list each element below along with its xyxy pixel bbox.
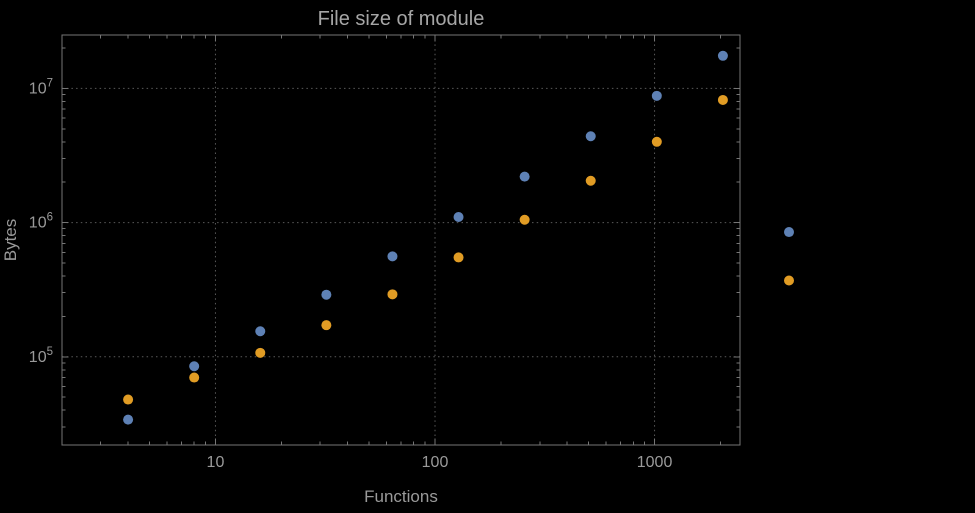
data-point-orange-series xyxy=(784,275,795,286)
data-point-orange-series xyxy=(453,252,464,263)
y-tick-label: 106 xyxy=(29,212,53,232)
x-tick-label: 10 xyxy=(207,454,225,471)
data-point-orange-series xyxy=(189,372,200,383)
data-point-blue-series xyxy=(255,326,266,337)
x-axis-label: Functions xyxy=(364,487,438,506)
data-point-blue-series xyxy=(123,414,134,425)
data-point-blue-series xyxy=(453,212,464,223)
x-tick-label: 1000 xyxy=(637,454,673,471)
data-point-orange-series xyxy=(651,136,662,147)
data-point-orange-series xyxy=(585,175,596,186)
axis-ticks xyxy=(62,35,740,445)
chart-title: File size of module xyxy=(318,8,485,30)
data-point-orange-series xyxy=(387,289,398,300)
data-point-blue-series xyxy=(519,171,530,182)
data-point-blue-series xyxy=(651,90,662,101)
data-point-blue-series xyxy=(189,361,200,372)
data-point-blue-series xyxy=(321,289,332,300)
data-point-blue-series xyxy=(717,50,728,61)
y-tick-label: 107 xyxy=(29,77,53,97)
data-point-orange-series xyxy=(717,94,728,105)
data-point-blue-series xyxy=(784,227,795,238)
axis-tick-labels: 10 100 1000 105 106 107 xyxy=(29,77,673,471)
y-tick-label: 105 xyxy=(29,346,53,366)
data-point-orange-series xyxy=(321,320,332,331)
x-tick-label: 100 xyxy=(422,454,449,471)
data-point-orange-series xyxy=(255,347,266,358)
data-points xyxy=(123,50,795,425)
plot-frame xyxy=(61,34,741,446)
data-point-blue-series xyxy=(585,131,596,142)
y-axis-label: Bytes xyxy=(1,219,20,262)
data-point-blue-series xyxy=(387,251,398,262)
data-point-orange-series xyxy=(519,214,530,225)
grid-lines xyxy=(62,35,740,445)
data-point-orange-series xyxy=(123,394,134,405)
